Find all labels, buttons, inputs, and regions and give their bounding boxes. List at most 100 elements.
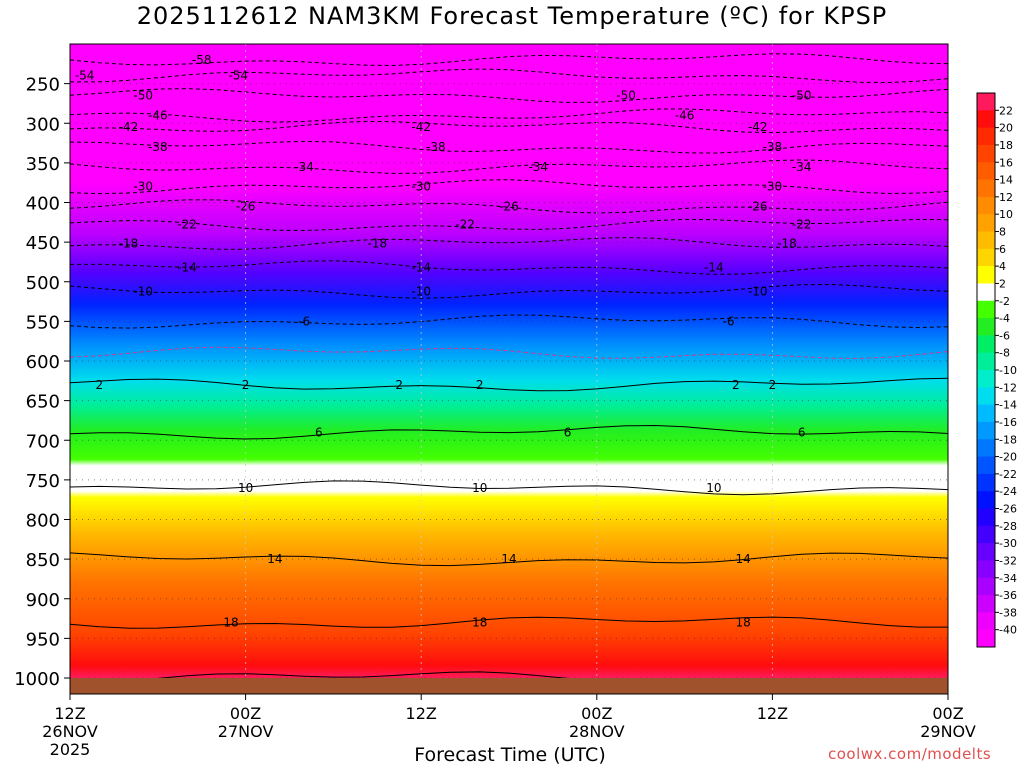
contour-label: 2 (769, 378, 777, 392)
colorbar-label: 20 (999, 122, 1013, 135)
colorbar-swatch (977, 266, 995, 284)
contour-labels: -58-54 -54-50 -50 -50-46 -46-42 -42 -42-38 -38-… (75, 53, 812, 630)
contour-label: 2 (242, 378, 250, 392)
y-tick-label: 1000 (14, 669, 60, 690)
x-tick-date: 26NOV (42, 722, 98, 741)
contour-label: 14 (501, 552, 516, 566)
colorbar-swatch (977, 525, 995, 544)
x-tick-year: 2025 (50, 740, 91, 759)
colorbar-swatch (977, 144, 995, 163)
contour-label: 10 (472, 481, 487, 495)
contour-label: -50 (133, 89, 153, 103)
contour-label: -54 (75, 69, 95, 83)
colorbar-swatch (977, 595, 995, 613)
colorbar-swatch (977, 196, 995, 215)
contour-label: 2 (732, 378, 740, 392)
colorbar-label: 14 (999, 174, 1013, 187)
contour-label: -26 (499, 199, 519, 213)
contour-label: -34 (528, 160, 548, 174)
colorbar-label: 2 (999, 277, 1006, 290)
colorbar-label: -6 (999, 329, 1010, 342)
colorbar: 22 20 18 16 14 12 10 8 6 4 2 -2 -4 -6 -8 -10 -12 -14 -16 -1… (976, 92, 1017, 648)
colorbar-swatch (977, 543, 995, 561)
isotherm-10 (69, 480, 949, 496)
contour-label: -38 (763, 140, 783, 154)
colorbar-label: -20 (999, 451, 1017, 464)
colorbar-label: 6 (999, 243, 1006, 256)
colorbar-swatch (977, 629, 995, 648)
colorbar-swatch (977, 318, 995, 336)
colorbar-swatch (977, 300, 995, 319)
contour-label: -18 (777, 237, 797, 251)
contour-label: 18 (223, 616, 238, 630)
colorbar-swatch (977, 283, 995, 302)
isotherm-2 (69, 377, 949, 392)
colorbar-label: 12 (999, 191, 1013, 204)
contour-label: -46 (675, 108, 695, 122)
colorbar-label: -32 (999, 554, 1017, 567)
contour-label: -38 (426, 140, 446, 154)
colorbar-swatch (977, 352, 995, 371)
y-tick-label: 600 (26, 352, 60, 373)
contour-label: -46 (148, 108, 168, 122)
contour-label: -14 (411, 260, 431, 274)
contour-label: -42 (411, 120, 431, 134)
y-tick-label: 350 (26, 154, 60, 175)
plot-frame (69, 43, 949, 695)
contour-label: -22 (177, 218, 197, 232)
contour-label: 14 (735, 552, 750, 566)
y-tick-label: 650 (26, 392, 60, 413)
contour-label: -38 (148, 140, 168, 154)
contour-label: -10 (411, 284, 431, 298)
contour-label: 6 (315, 425, 323, 439)
contour-label: -30 (763, 180, 783, 194)
contour-label: 2 (95, 378, 103, 392)
y-tick-label: 750 (26, 471, 60, 492)
contour-label: -22 (792, 218, 812, 232)
colorbar-label: -4 (999, 312, 1010, 325)
colorbar-label: 8 (999, 226, 1006, 239)
colorbar-swatch (977, 456, 995, 475)
y-tick-label: 850 (26, 550, 60, 571)
colorbar-swatch (977, 93, 995, 111)
colorbar-swatch (977, 214, 995, 232)
contour-label: -10 (133, 284, 153, 298)
colorbar-swatch (977, 162, 995, 181)
contour-label: -54 (228, 69, 248, 83)
contour-label: 2 (395, 378, 403, 392)
colorbar-label: -10 (999, 364, 1017, 377)
y-tick-label: 900 (26, 590, 60, 611)
colorbar-swatch (977, 577, 995, 596)
x-tick-date: 28NOV (569, 722, 625, 741)
contour-label: 18 (472, 616, 487, 630)
x-tick-label: 12Z (406, 704, 437, 723)
x-tick-label: 12Z (54, 704, 85, 723)
colorbar-label: 22 (999, 104, 1013, 117)
colorbar-swatch (977, 127, 995, 146)
x-tick-date: 27NOV (218, 722, 274, 741)
colorbar-label: -18 (999, 433, 1017, 446)
colorbar-swatch (977, 491, 995, 509)
colorbar-label: -40 (999, 624, 1017, 637)
contour-label: -42 (748, 120, 768, 134)
colorbar-label: -26 (999, 503, 1017, 516)
isotherm-6 (69, 424, 949, 440)
y-tick-label: 250 (26, 75, 60, 96)
colorbar-swatch (977, 370, 995, 388)
contour-label: -6 (298, 314, 310, 328)
colorbar-swatch (977, 335, 995, 354)
contour-label: -18 (119, 237, 139, 251)
colorbar-swatch (977, 508, 995, 527)
contour-label: -18 (367, 237, 387, 251)
colorbar-label: 4 (999, 260, 1006, 273)
contour-label: -10 (748, 284, 768, 298)
colorbar-label: -36 (999, 589, 1017, 602)
colorbar-label: 18 (999, 139, 1013, 152)
x-axis-label: Forecast Time (UTC) (414, 744, 606, 766)
colorbar-label: -28 (999, 520, 1017, 533)
y-tick-label: 500 (26, 273, 60, 294)
colorbar-swatch (977, 612, 995, 631)
contour-label: 6 (564, 425, 572, 439)
